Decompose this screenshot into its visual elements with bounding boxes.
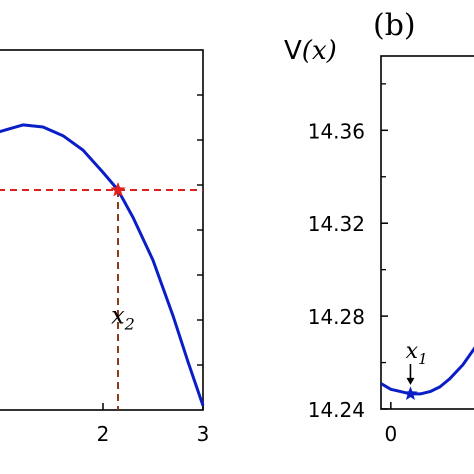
y-tick-label-14.32: 14.32 [308,212,365,236]
panel-a-guide-lines [0,189,203,410]
panel-a-frame [0,49,204,411]
panel-a-markers [110,182,126,197]
annotation-x2-subscript: 2 [124,315,135,334]
x-tick-label-3: 3 [197,422,210,446]
annotation-x1-subscript: 1 [418,350,428,368]
series-line-0 [381,346,474,396]
panel-b-annotation: x1 [406,339,428,385]
panel-a-curves [0,123,205,407]
annotation-arrow-head [406,377,415,385]
panel-a-annotation-x2: x2 [111,302,135,334]
panel-b-y-tick-labels: 14.24 14.28 14.32 14.36 [308,119,365,422]
y-tick-label-14.36: 14.36 [308,119,365,143]
panel-a-axis-ticks [102,94,204,410]
x-tick-label-0: 0 [384,422,397,446]
x-tick-label-2: 2 [97,422,110,446]
y-axis-label-italic: (x) [302,36,337,66]
panel-b: (b) V(x) 14.24 14.28 14.32 14.36 x1 0 [284,8,474,446]
annotation-x1-base: x [406,339,419,364]
panel-b-label: (b) [373,8,416,43]
red-star-marker [110,182,126,197]
panel-b-y-axis-label: V(x) [284,36,337,66]
series-line-0 [0,123,205,407]
panel-b-markers [403,386,418,400]
panel-b-axis-ticks [381,83,392,410]
blue-star-marker [403,386,418,400]
y-tick-label-14.28: 14.28 [308,305,365,329]
panel-b-frame [380,55,474,410]
panel-b-curves [381,346,474,396]
y-tick-label-14.24: 14.24 [308,398,365,422]
y-axis-label-plain: V [284,36,302,66]
panel-b-x-tick-labels: 0 [384,422,397,446]
annotation-x2-base: x [111,302,125,330]
panel-b-annotation-x1: x1 [406,339,428,368]
